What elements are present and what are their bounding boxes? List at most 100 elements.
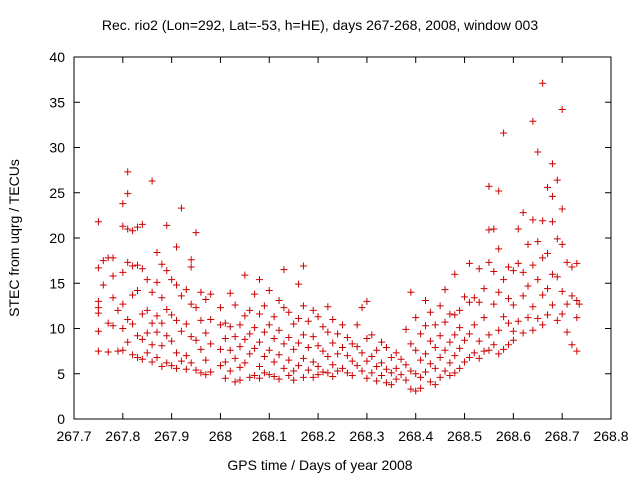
data-point: [265, 371, 273, 379]
y-tick-label: 35: [49, 94, 65, 110]
data-point: [446, 338, 454, 346]
data-point: [426, 337, 434, 345]
data-point: [392, 364, 400, 372]
data-point: [299, 262, 307, 270]
data-point: [548, 270, 556, 278]
data-point: [236, 343, 244, 351]
data-point: [495, 350, 503, 358]
data-point: [314, 371, 322, 379]
data-point: [412, 387, 420, 395]
data-point: [485, 346, 493, 354]
data-point: [251, 324, 259, 332]
data-point: [309, 306, 317, 314]
data-point: [500, 345, 508, 353]
data-point: [553, 273, 561, 281]
data-point: [148, 177, 156, 185]
data-point: [94, 264, 102, 272]
data-point: [163, 332, 171, 340]
data-point: [124, 258, 132, 266]
data-point: [558, 310, 566, 318]
data-point: [197, 369, 205, 377]
data-point: [524, 314, 532, 322]
data-point: [168, 311, 176, 319]
data-point: [475, 354, 483, 362]
data-point: [343, 334, 351, 342]
x-tick-label: 268.3: [349, 428, 384, 444]
data-point: [226, 367, 234, 375]
data-point: [265, 346, 273, 354]
data-point: [334, 350, 342, 358]
data-point: [99, 281, 107, 289]
data-point: [461, 358, 469, 366]
data-point: [270, 334, 278, 342]
data-point: [461, 336, 469, 344]
data-point: [485, 258, 493, 266]
data-point: [187, 256, 195, 264]
data-point: [138, 310, 146, 318]
data-point: [280, 304, 288, 312]
data-point: [485, 226, 493, 234]
data-point: [290, 367, 298, 375]
data-point: [104, 319, 112, 327]
data-point: [197, 316, 205, 324]
data-point: [544, 249, 552, 257]
x-tick-label: 267.7: [56, 428, 91, 444]
data-point: [387, 369, 395, 377]
data-point: [304, 317, 312, 325]
data-point: [407, 340, 415, 348]
data-point: [421, 296, 429, 304]
data-point: [348, 372, 356, 380]
data-point: [451, 311, 459, 319]
data-point: [275, 326, 283, 334]
data-point: [109, 294, 117, 302]
data-point: [143, 349, 151, 357]
data-point: [465, 298, 473, 306]
x-tick-label: 268.7: [545, 428, 580, 444]
data-point: [456, 364, 464, 372]
data-point: [431, 344, 439, 352]
data-point: [290, 345, 298, 353]
data-point: [519, 329, 527, 337]
data-point: [544, 311, 552, 319]
data-point: [182, 352, 190, 360]
data-point: [304, 366, 312, 374]
data-point: [397, 371, 405, 379]
data-point: [182, 286, 190, 294]
data-point: [539, 291, 547, 299]
data-point: [495, 245, 503, 253]
data-point: [221, 374, 229, 382]
x-tick-label: 268.2: [301, 428, 336, 444]
data-point: [133, 261, 141, 269]
data-point: [504, 319, 512, 327]
data-point: [260, 369, 268, 377]
data-point: [417, 330, 425, 338]
data-point: [94, 297, 102, 305]
data-point: [256, 374, 264, 382]
data-point: [329, 361, 337, 369]
data-point: [231, 378, 239, 386]
data-point: [299, 373, 307, 381]
data-point: [104, 348, 112, 356]
data-point: [285, 308, 293, 316]
data-point: [124, 190, 132, 198]
data-point: [475, 265, 483, 273]
data-point: [368, 353, 376, 361]
data-point: [548, 192, 556, 200]
data-point: [153, 353, 161, 361]
data-point: [192, 229, 200, 237]
data-point: [99, 257, 107, 265]
data-point: [353, 343, 361, 351]
data-point: [241, 335, 249, 343]
data-point: [529, 303, 537, 311]
data-point: [495, 288, 503, 296]
data-point: [309, 333, 317, 341]
data-point: [314, 363, 322, 371]
data-point: [490, 267, 498, 275]
data-point: [441, 367, 449, 375]
data-point: [431, 381, 439, 389]
data-point: [504, 341, 512, 349]
data-point: [573, 314, 581, 322]
data-point: [295, 362, 303, 370]
data-point: [524, 240, 532, 248]
